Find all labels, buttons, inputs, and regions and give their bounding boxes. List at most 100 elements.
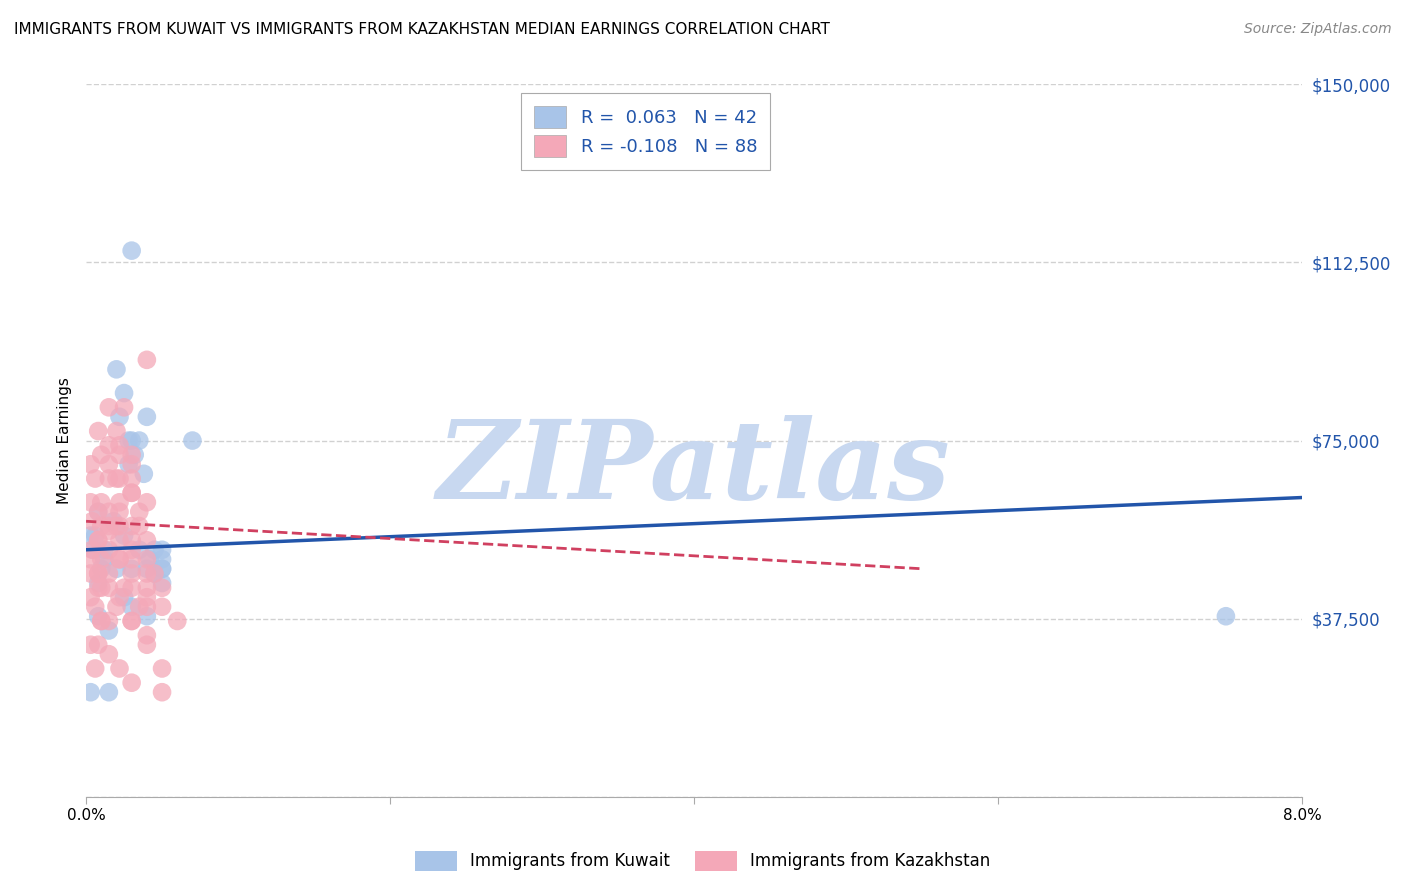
Point <box>150 562 173 576</box>
Point <box>87 581 110 595</box>
Point <box>90 519 112 533</box>
Point <box>121 542 143 557</box>
Point <box>112 581 135 595</box>
Text: IMMIGRANTS FROM KUWAIT VS IMMIGRANTS FROM KAZAKHSTAN MEDIAN EARNINGS CORRELATION: IMMIGRANTS FROM KUWAIT VS IMMIGRANTS FRO… <box>14 22 830 37</box>
Point <box>79 528 101 542</box>
Point <box>93 542 115 557</box>
Point <box>79 638 101 652</box>
Point <box>103 514 125 528</box>
Point <box>84 471 107 485</box>
Point <box>79 458 101 472</box>
Point <box>97 647 120 661</box>
Point <box>135 552 157 566</box>
Point <box>97 624 120 638</box>
Point <box>87 566 110 581</box>
Point <box>135 609 157 624</box>
Point <box>108 552 131 566</box>
Point <box>150 581 173 595</box>
Point <box>121 614 143 628</box>
Point <box>150 661 173 675</box>
Point <box>82 542 104 557</box>
Point <box>121 599 143 614</box>
Point <box>121 533 143 548</box>
Point <box>87 576 110 591</box>
Point <box>117 458 139 472</box>
Point <box>121 471 143 485</box>
Text: ZIPatlas: ZIPatlas <box>437 416 950 523</box>
Point <box>90 562 112 576</box>
Point <box>105 471 128 485</box>
Point <box>79 566 101 581</box>
Point <box>83 542 105 557</box>
Point <box>112 528 135 542</box>
Point <box>97 566 120 581</box>
Point <box>121 614 143 628</box>
Y-axis label: Median Earnings: Median Earnings <box>58 377 72 504</box>
Point <box>135 591 157 605</box>
Point <box>121 552 143 566</box>
Point <box>143 566 166 581</box>
Point <box>97 458 120 472</box>
Point <box>105 362 128 376</box>
Point <box>97 505 120 519</box>
Point <box>90 581 112 595</box>
Point <box>135 566 157 581</box>
Point <box>150 552 173 566</box>
Point <box>128 505 150 519</box>
Point <box>121 244 143 258</box>
Point <box>181 434 204 448</box>
Point <box>87 424 110 438</box>
Point <box>128 542 150 557</box>
Point <box>150 542 173 557</box>
Point <box>79 685 101 699</box>
Point <box>128 519 150 533</box>
Point <box>79 495 101 509</box>
Point <box>97 524 120 538</box>
Point <box>90 614 112 628</box>
Point <box>97 401 120 415</box>
Point <box>108 552 131 566</box>
Point <box>132 467 155 481</box>
Point <box>108 448 131 462</box>
Point <box>108 495 131 509</box>
Point <box>108 471 131 485</box>
Point <box>112 591 135 605</box>
Point <box>97 581 120 595</box>
Point <box>139 552 162 566</box>
Point <box>87 533 110 548</box>
Point <box>135 562 157 576</box>
Point <box>105 562 128 576</box>
Point <box>121 434 143 448</box>
Point <box>79 591 101 605</box>
Point <box>108 519 131 533</box>
Point <box>135 495 157 509</box>
Point <box>87 566 110 581</box>
Point <box>135 581 157 595</box>
Point <box>121 566 143 581</box>
Point <box>124 448 146 462</box>
Point <box>150 576 173 591</box>
Point <box>87 505 110 519</box>
Point <box>90 495 112 509</box>
Point <box>150 599 173 614</box>
Point <box>93 552 115 566</box>
Point <box>135 628 157 642</box>
Point <box>84 528 107 542</box>
Point <box>112 401 135 415</box>
Point <box>90 614 112 628</box>
Point <box>97 685 120 699</box>
Legend: R =  0.063   N = 42, R = -0.108   N = 88: R = 0.063 N = 42, R = -0.108 N = 88 <box>522 94 769 170</box>
Point <box>108 505 131 519</box>
Point <box>128 434 150 448</box>
Point <box>166 614 188 628</box>
Point <box>128 599 150 614</box>
Point <box>121 485 143 500</box>
Point <box>135 409 157 424</box>
Point <box>84 599 107 614</box>
Point <box>108 438 131 452</box>
Point <box>1215 609 1237 624</box>
Point <box>79 552 101 566</box>
Point <box>117 434 139 448</box>
Point <box>87 505 110 519</box>
Point <box>143 566 166 581</box>
